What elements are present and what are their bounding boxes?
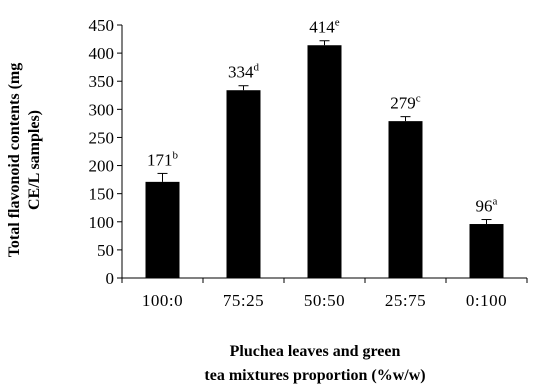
x-axis-title: Pluchea leaves and green tea mixtures pr… xyxy=(204,343,425,384)
x-category-label: 50:50 xyxy=(304,291,345,310)
data-label: 279c xyxy=(390,93,421,113)
y-tick-label: 250 xyxy=(89,128,115,147)
bar xyxy=(307,45,342,278)
y-axis-title: Total flavonoid contents (mg CE/L sample… xyxy=(6,63,43,258)
y-tick-label: 300 xyxy=(89,100,115,119)
x-category-label: 0:100 xyxy=(466,291,507,310)
data-label-value: 279 xyxy=(390,94,416,113)
data-label-value: 414 xyxy=(309,18,335,37)
data-label-value: 171 xyxy=(147,150,173,169)
x-axis-title-line1: Pluchea leaves and green xyxy=(230,343,401,360)
data-label-value: 334 xyxy=(228,63,254,82)
bar xyxy=(226,90,261,279)
y-tick-label: 100 xyxy=(89,213,115,232)
data-label: 171b xyxy=(147,149,179,169)
x-category-label: 100:0 xyxy=(142,291,183,310)
y-tick-label: 400 xyxy=(89,44,115,63)
x-axis-title-line2: tea mixtures proportion (%w/w) xyxy=(204,367,425,384)
y-axis-title-line1: Total flavonoid contents (mg xyxy=(6,63,23,258)
data-label-letter: e xyxy=(335,17,340,29)
bars xyxy=(145,45,504,279)
error-bars xyxy=(157,40,492,225)
y-tick-label: 350 xyxy=(89,72,115,91)
data-label-letter: c xyxy=(416,93,421,105)
y-tick-label: 200 xyxy=(89,157,115,176)
data-label: 96a xyxy=(476,196,498,216)
x-axis-ticks: 100:0 75:25 50:50 25:75 0:100 xyxy=(121,278,528,310)
data-label-letter: a xyxy=(493,196,498,208)
y-tick-label: 0 xyxy=(106,269,115,288)
bar xyxy=(145,181,180,278)
y-axis-ticks: 0 50 100 150 200 250 300 350 400 450 xyxy=(89,16,122,288)
data-labels: 171b 334d 414e 279c 96a xyxy=(147,17,498,216)
y-tick-label: 150 xyxy=(89,185,115,204)
x-category-label: 75:25 xyxy=(223,291,264,310)
data-label-letter: b xyxy=(173,149,179,161)
y-tick-label: 450 xyxy=(89,16,115,35)
data-label-value: 96 xyxy=(476,197,493,216)
data-label: 334d xyxy=(228,62,260,82)
bar xyxy=(388,121,423,278)
data-label-letter: d xyxy=(254,62,260,74)
data-label: 414e xyxy=(309,17,340,37)
bar xyxy=(469,224,504,278)
y-tick-label: 50 xyxy=(97,241,114,260)
y-axis-title-line2: CE/L samples) xyxy=(26,110,43,210)
x-category-label: 25:75 xyxy=(385,291,426,310)
